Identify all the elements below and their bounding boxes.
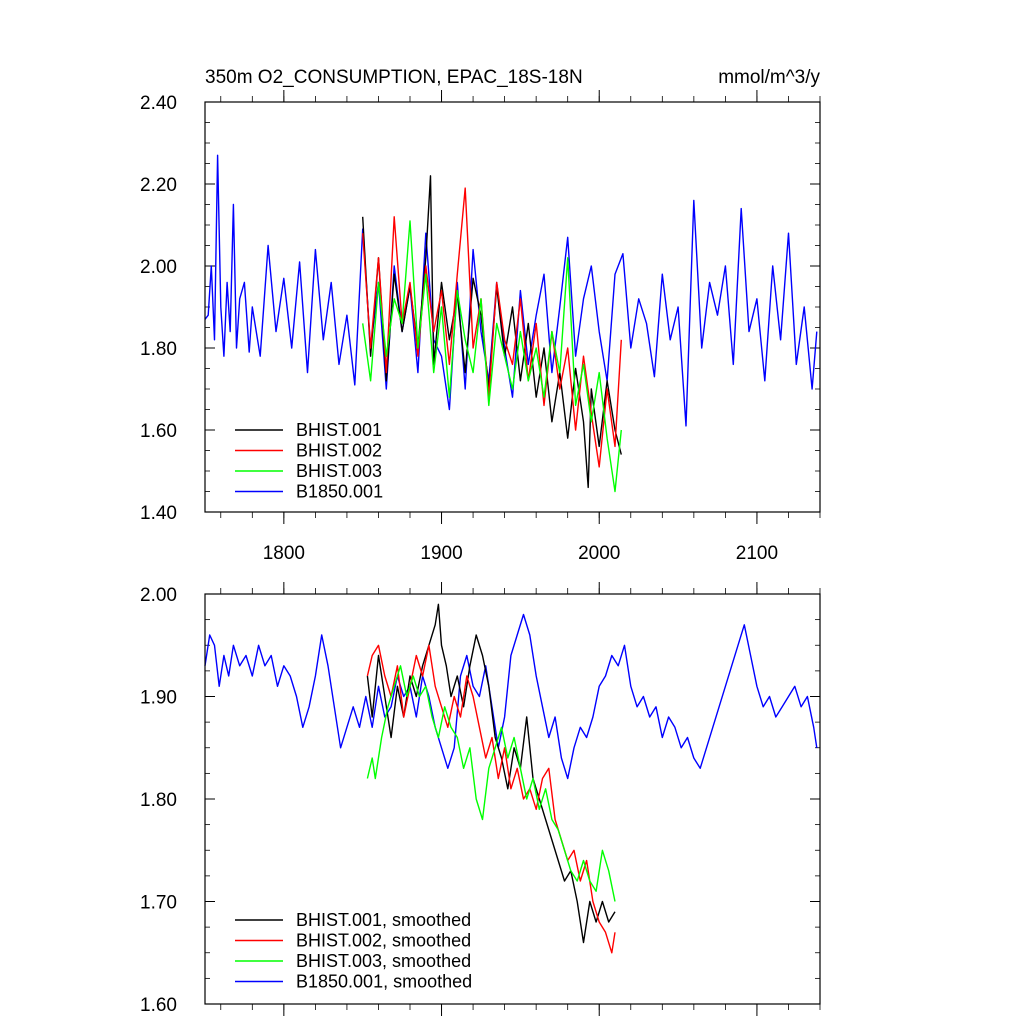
y-tick-label: 1.70 <box>140 893 177 914</box>
legend-label: BHIST.003, smoothed <box>296 951 471 971</box>
legend-label: B1850.001, smoothed <box>296 972 472 992</box>
x-tick-label: 1900 <box>420 543 462 564</box>
legend-label: BHIST.002, smoothed <box>296 931 471 951</box>
series-line-b1850-001-smoothed <box>204 613 818 780</box>
chart-units: mmol/m^3/y <box>718 67 820 88</box>
series-line-bhist-001-smoothed <box>366 603 616 944</box>
chart-title: 350m O2_CONSUMPTION, EPAC_18S-18N <box>205 67 583 88</box>
x-tick-label: 2100 <box>736 543 778 564</box>
bottom-panel: 1.60 1.70 1.80 1.90 2.00 BHIST.001, smoothed… <box>140 582 821 1016</box>
x-tick-label: 1800 <box>263 543 305 564</box>
top-tick-labels: 1.40 1.60 1.80 2.00 2.20 2.40 1800 1900 2000 2100 <box>140 93 778 564</box>
legend-label: B1850.001 <box>296 482 383 502</box>
y-tick-label: 1.60 <box>140 421 177 442</box>
y-tick-label: 2.20 <box>140 175 177 196</box>
bottom-series-lines <box>204 603 818 954</box>
series-line-bhist-002-smoothed <box>366 644 616 954</box>
legend-label: BHIST.001 <box>296 420 382 440</box>
legend-label: BHIST.001, smoothed <box>296 910 471 930</box>
top-plot-frame <box>204 101 821 513</box>
legend-label: BHIST.003 <box>296 461 382 481</box>
y-tick-label: 2.00 <box>140 257 177 278</box>
y-tick-label: 2.40 <box>140 93 177 114</box>
top-panel: 350m O2_CONSUMPTION, EPAC_18S-18N mmol/m… <box>140 67 821 564</box>
bottom-tick-labels: 1.60 1.70 1.80 1.90 2.00 <box>140 585 177 1016</box>
series-line-bhist-003-smoothed <box>366 665 616 902</box>
bottom-plot-frame <box>204 593 821 1005</box>
y-tick-label: 1.40 <box>140 503 177 524</box>
series-line-b1850-001 <box>204 154 818 427</box>
y-tick-label: 1.80 <box>140 790 177 811</box>
legend-label: BHIST.002 <box>296 441 382 461</box>
top-series-lines <box>204 154 818 493</box>
y-tick-label: 1.60 <box>140 995 177 1016</box>
y-tick-label: 1.80 <box>140 339 177 360</box>
y-tick-label: 1.90 <box>140 688 177 709</box>
series-line-bhist-003 <box>362 220 622 493</box>
y-tick-label: 2.00 <box>140 585 177 606</box>
series-line-bhist-002 <box>362 187 622 468</box>
x-tick-label: 2000 <box>578 543 620 564</box>
